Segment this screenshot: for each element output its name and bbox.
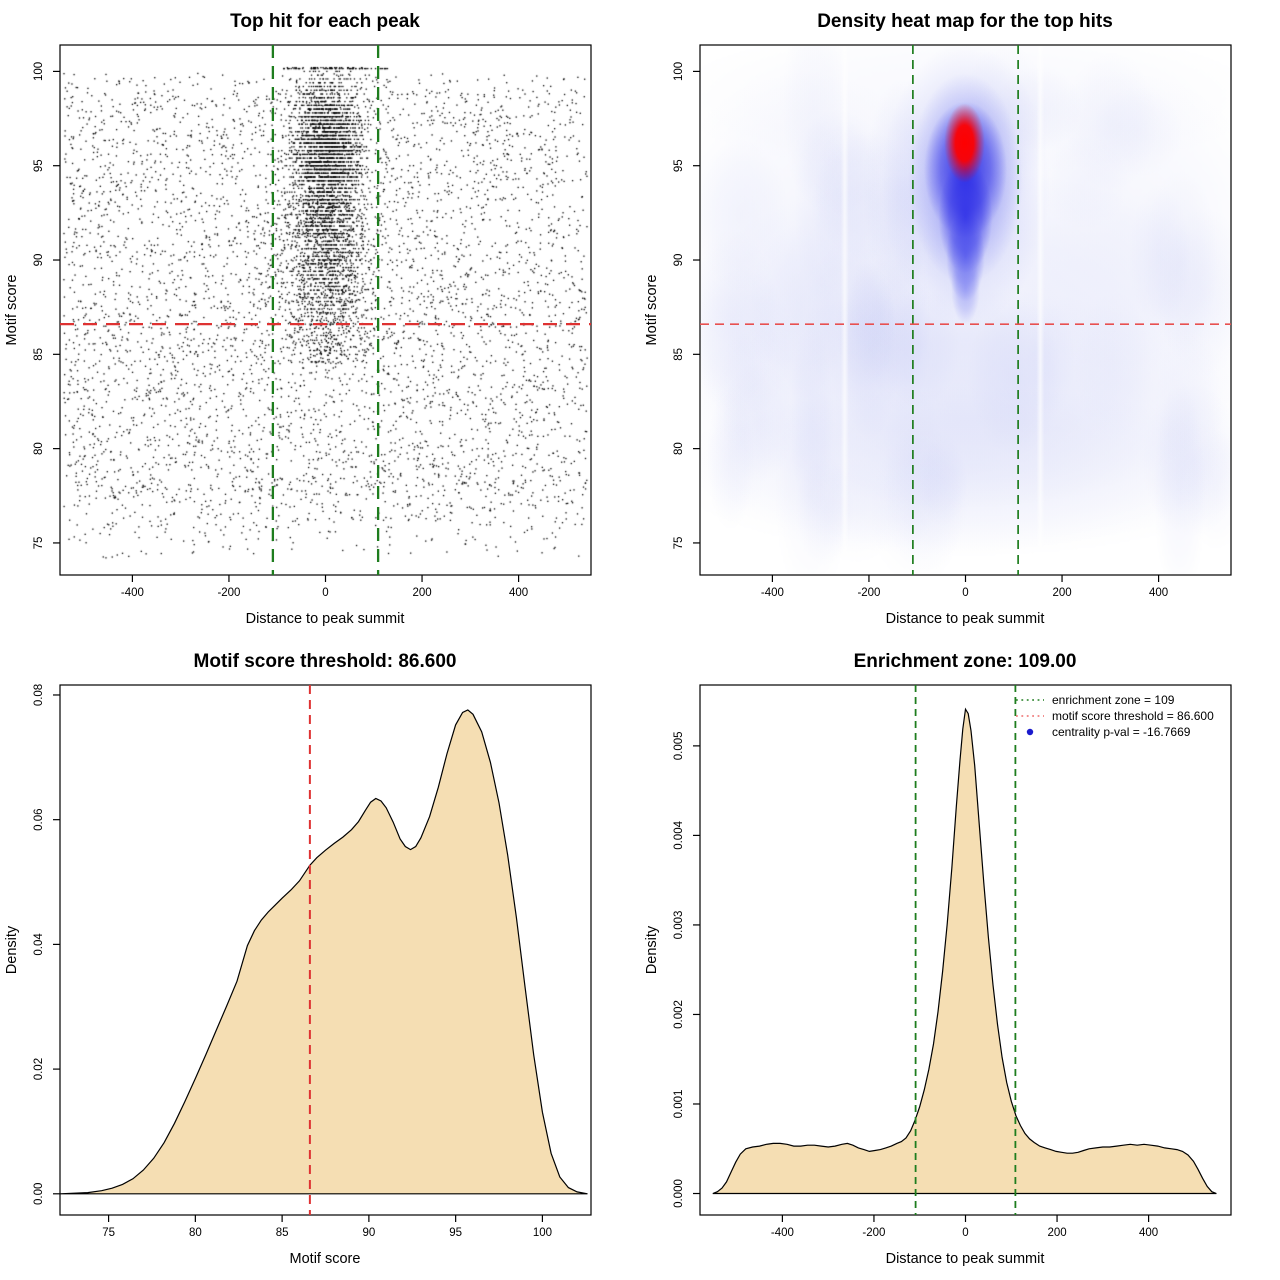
legend-entry-label: enrichment zone = 109 <box>1052 693 1175 707</box>
x-tick-label: 200 <box>412 587 431 599</box>
distance-density-svg: Enrichment zone: 109.00 Distance to peak… <box>644 651 1232 1267</box>
plot-box <box>699 44 1232 576</box>
legend-entry-label: centrality p-val = -16.7669 <box>1052 725 1191 739</box>
y-tick-label: 85 <box>673 348 685 361</box>
y-tick-label: 95 <box>33 159 45 172</box>
x-tick-label: 400 <box>1139 1227 1158 1239</box>
y-tick-label: 0.000 <box>673 1179 685 1208</box>
panel-density-heatmap: Density heat map for the top hits Distan… <box>640 0 1280 640</box>
x-tick-label: 200 <box>1052 587 1071 599</box>
x-tick-label: 75 <box>102 1227 115 1239</box>
x-tick-label: 0 <box>962 1227 968 1239</box>
y-tick-label: 75 <box>673 537 685 550</box>
y-tick-label: 90 <box>33 254 45 267</box>
score-density-svg: Motif score threshold: 86.600 Motif scor… <box>4 651 592 1267</box>
scatter-ylabel: Motif score <box>4 275 20 346</box>
x-tick-label: 90 <box>362 1227 375 1239</box>
panel-motif-score-density: Motif score threshold: 86.600 Motif scor… <box>0 640 640 1280</box>
x-tick-label: -200 <box>862 1227 885 1239</box>
scatter-plot-area: -400 -200 0 200 400 75 80 85 90 95 100 <box>33 44 592 599</box>
x-tick-label: 0 <box>962 587 968 599</box>
density-curve <box>59 709 588 1195</box>
x-tick-label: 0 <box>322 587 328 599</box>
y-tick-label: 0.06 <box>33 808 45 830</box>
x-tick-label: -400 <box>771 1227 794 1239</box>
x-tick-label: 100 <box>533 1227 552 1239</box>
y-tick-label: 0.001 <box>673 1090 685 1119</box>
scatter-plot-svg: Top hit for each peak Distance to peak s… <box>4 11 592 627</box>
y-tick-label: 0.00 <box>33 1183 45 1205</box>
y-tick-label: 80 <box>673 442 685 455</box>
distance-density-ylabel: Density <box>644 925 660 974</box>
legend-entry-label: motif score threshold = 86.600 <box>1052 709 1214 723</box>
y-tick-label: 100 <box>673 62 685 81</box>
x-tick-label: -400 <box>121 587 144 599</box>
score-density-ylabel: Density <box>4 925 20 974</box>
heatmap-plot-svg: Density heat map for the top hits Distan… <box>644 11 1232 627</box>
heatmap-xlabel: Distance to peak summit <box>886 611 1045 627</box>
y-tick-label: 75 <box>33 537 45 550</box>
scatter-xlabel: Distance to peak summit <box>246 611 405 627</box>
panel-top-hit-scatter: Top hit for each peak Distance to peak s… <box>0 0 640 640</box>
legend-dot-icon <box>1026 728 1034 736</box>
y-tick-label: 80 <box>33 442 45 455</box>
y-tick-label: 0.005 <box>673 731 685 760</box>
y-tick-label: 90 <box>673 254 685 267</box>
panel-enrichment-zone-density: Enrichment zone: 109.00 Distance to peak… <box>640 640 1280 1280</box>
distance-density-title: Enrichment zone: 109.00 <box>854 651 1077 672</box>
y-tick-label: 95 <box>673 159 685 172</box>
heatmap-ylabel: Motif score <box>644 275 660 346</box>
score-density-plot-area: 75 80 85 90 95 100 0.00 0.02 0.04 0.06 0.08 <box>33 684 592 1239</box>
plot-box <box>59 684 592 1216</box>
x-tick-label: -200 <box>857 587 880 599</box>
score-density-xlabel: Motif score <box>290 1251 361 1267</box>
x-tick-label: 400 <box>509 587 528 599</box>
y-tick-label: 0.04 <box>33 933 45 956</box>
y-tick-label: 0.02 <box>33 1058 45 1080</box>
y-tick-label: 0.004 <box>673 820 685 849</box>
scatter-title: Top hit for each peak <box>230 11 420 32</box>
distance-density-plot-area: -400 -200 0 200 400 0.000 0.001 0.002 0.003 0.004… <box>673 684 1232 1239</box>
y-tick-label: 85 <box>33 348 45 361</box>
y-tick-label: 100 <box>33 62 45 81</box>
x-tick-label: 85 <box>276 1227 289 1239</box>
x-tick-label: 80 <box>189 1227 202 1239</box>
x-tick-label: 400 <box>1149 587 1168 599</box>
score-density-title: Motif score threshold: 86.600 <box>194 651 457 672</box>
plot-box <box>59 44 592 576</box>
heatmap-plot-area: -400 -200 0 200 400 75 80 85 90 95 100 <box>673 44 1232 599</box>
distance-density-xlabel: Distance to peak summit <box>886 1251 1045 1267</box>
y-tick-label: 0.08 <box>33 684 45 706</box>
x-tick-label: -400 <box>761 587 784 599</box>
heatmap-canvas <box>640 0 1280 640</box>
density-curve <box>712 707 1217 1195</box>
heatmap-title: Density heat map for the top hits <box>817 11 1113 32</box>
legend: enrichment zone = 109 motif score thresho… <box>1016 693 1214 739</box>
y-tick-label: 0.003 <box>673 911 685 940</box>
x-tick-label: 200 <box>1047 1227 1066 1239</box>
scatter-points-canvas <box>0 0 640 640</box>
y-tick-label: 0.002 <box>673 1000 685 1029</box>
x-tick-label: -200 <box>217 587 240 599</box>
x-tick-label: 95 <box>449 1227 462 1239</box>
